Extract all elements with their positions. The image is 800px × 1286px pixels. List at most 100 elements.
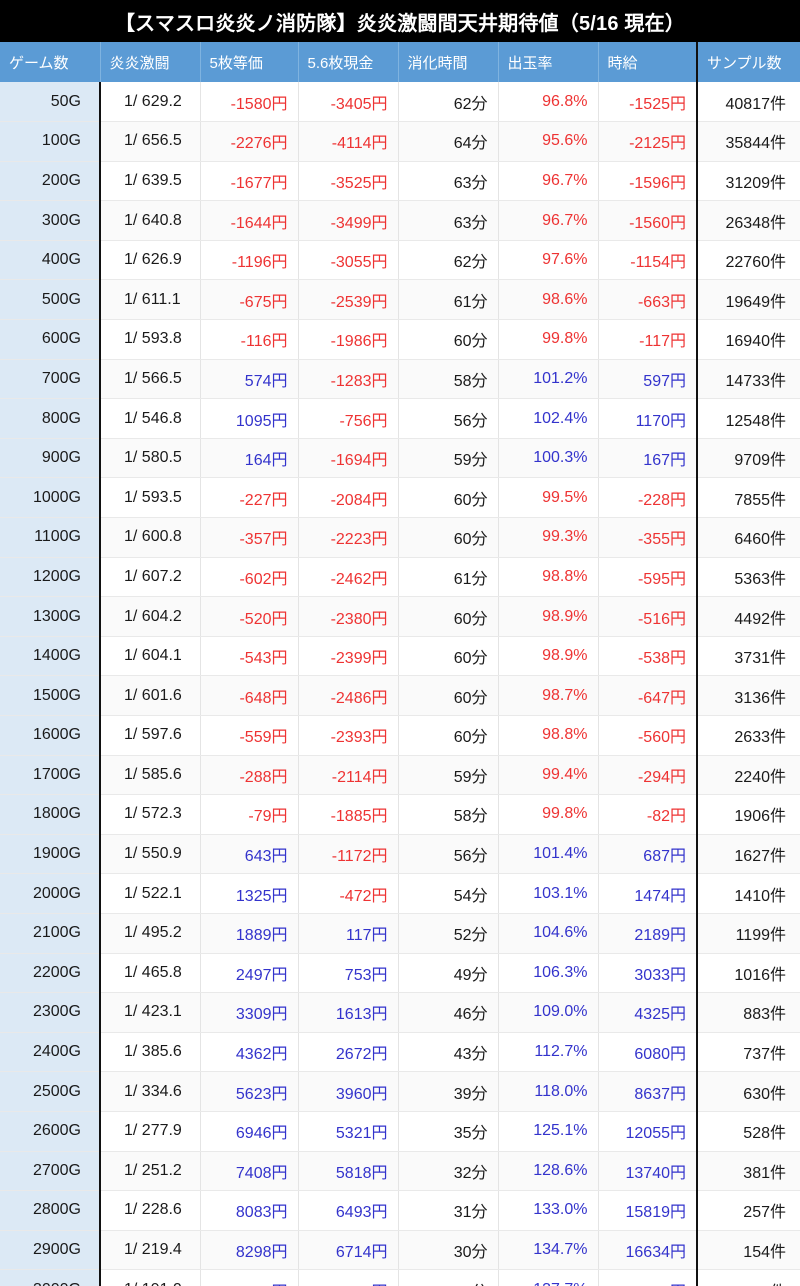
- cell-play-time: 61分: [398, 279, 499, 321]
- cell-sample-count: 14733件: [697, 359, 800, 400]
- table-row: 1900G 1/ 550.9 643円 -1172円 56分 101.4% 687円 1627…: [0, 834, 800, 875]
- cell-hourly-wage: 18089円: [598, 1269, 698, 1286]
- table-row: 500G 1/ 611.1 -675円 -2539円 61分 98.6% -663円 1964…: [0, 279, 800, 321]
- cell-game-count: 2000G: [0, 873, 101, 914]
- cell-five-six-cash: -1172円: [298, 834, 399, 875]
- cell-battle-rate: 1/ 385.6: [100, 1032, 201, 1073]
- cell-play-time: 58分: [398, 359, 499, 400]
- cell-battle-rate: 1/ 604.1: [100, 636, 201, 677]
- cell-game-count: 2700G: [0, 1151, 101, 1192]
- cell-game-count: 2500G: [0, 1071, 101, 1112]
- cell-play-time: 54分: [398, 873, 499, 914]
- cell-game-count: 100G: [0, 121, 101, 162]
- cell-payout-rate: 134.7%: [498, 1230, 599, 1271]
- cell-five-coin-equal: 164円: [200, 438, 299, 479]
- cell-five-six-cash: -2223円: [298, 517, 399, 558]
- cell-five-coin-equal: -1196円: [200, 240, 299, 281]
- column-header-time[interactable]: 消化時間: [398, 42, 499, 82]
- cell-five-six-cash: -4114円: [298, 121, 399, 162]
- table-row: 2300G 1/ 423.1 3309円 1613円 46分 109.0% 4325円 883…: [0, 992, 800, 1033]
- cell-sample-count: 2240件: [697, 755, 800, 796]
- cell-battle-rate: 1/ 607.2: [100, 557, 201, 598]
- column-header-sample[interactable]: サンプル数: [696, 42, 800, 82]
- table-body: 50G 1/ 629.2 -1580円 -3405円 62分 96.8% -1525円 408…: [0, 82, 800, 1286]
- table-row: 400G 1/ 626.9 -1196円 -3055円 62分 97.6% -1154円 22…: [0, 240, 800, 281]
- column-header-five[interactable]: 5枚等価: [200, 42, 299, 82]
- column-header-wage[interactable]: 時給: [598, 42, 698, 82]
- table-row: 1400G 1/ 604.1 -543円 -2399円 60分 98.9% -538円 373…: [0, 636, 800, 677]
- cell-play-time: 39分: [398, 1071, 499, 1112]
- cell-hourly-wage: -595円: [598, 557, 698, 598]
- cell-game-count: 600G: [0, 319, 101, 360]
- cell-payout-rate: 99.5%: [498, 477, 599, 519]
- cell-five-six-cash: 1613円: [298, 992, 399, 1033]
- cell-hourly-wage: -647円: [598, 675, 698, 716]
- cell-battle-rate: 1/ 566.5: [100, 359, 201, 400]
- cell-battle-rate: 1/ 656.5: [100, 121, 201, 162]
- table-row: 200G 1/ 639.5 -1677円 -3525円 63分 96.7% -1596円 31…: [0, 161, 800, 202]
- cell-battle-rate: 1/ 640.8: [100, 200, 201, 241]
- cell-game-count: 1600G: [0, 715, 101, 756]
- cell-five-six-cash: -2399円: [298, 636, 399, 677]
- table-row: 1100G 1/ 600.8 -357円 -2223円 60分 99.3% -355円 646…: [0, 517, 800, 558]
- cell-game-count: 400G: [0, 240, 101, 281]
- cell-game-count: 1500G: [0, 675, 101, 716]
- cell-play-time: 63分: [398, 161, 499, 202]
- cell-sample-count: 12548件: [697, 398, 800, 439]
- cell-five-coin-equal: 1095円: [200, 398, 299, 439]
- cell-sample-count: 16940件: [697, 319, 800, 360]
- column-header-cash[interactable]: 5.6枚現金: [298, 42, 399, 82]
- cell-battle-rate: 1/ 546.8: [100, 398, 201, 439]
- cell-hourly-wage: 2189円: [598, 913, 698, 954]
- cell-five-six-cash: -2539円: [298, 279, 399, 321]
- cell-sample-count: 737件: [697, 1032, 800, 1073]
- table-row: 800G 1/ 546.8 1095円 -756円 56分 102.4% 1170円 1254…: [0, 398, 800, 439]
- column-header-payout[interactable]: 出玉率: [498, 42, 599, 82]
- cell-five-six-cash: 6714円: [298, 1230, 399, 1271]
- cell-five-coin-equal: -357円: [200, 517, 299, 558]
- cell-play-time: 60分: [398, 319, 499, 360]
- cell-play-time: 59分: [398, 755, 499, 796]
- cell-five-six-cash: 753円: [298, 953, 399, 994]
- column-header-rate[interactable]: 炎炎激闘: [100, 42, 201, 82]
- cell-game-count: 1400G: [0, 636, 101, 677]
- cell-payout-rate: 137.7%: [498, 1269, 599, 1286]
- cell-game-count: 50G: [0, 82, 101, 123]
- table-row: 900G 1/ 580.5 164円 -1694円 59分 100.3% 167円 9709件: [0, 438, 800, 479]
- cell-payout-rate: 98.8%: [498, 715, 599, 756]
- cell-sample-count: 528件: [697, 1111, 800, 1152]
- cell-five-coin-equal: -116円: [200, 319, 299, 360]
- cell-sample-count: 1410件: [697, 873, 800, 914]
- cell-hourly-wage: -1560円: [598, 200, 698, 241]
- cell-battle-rate: 1/ 572.3: [100, 794, 201, 835]
- cell-five-coin-equal: -520円: [200, 596, 299, 637]
- table-row: 2700G 1/ 251.2 7408円 5818円 32分 128.6% 13740円 38…: [0, 1151, 800, 1192]
- cell-battle-rate: 1/ 593.5: [100, 477, 201, 519]
- cell-five-coin-equal: -1677円: [200, 161, 299, 202]
- table-row: 2600G 1/ 277.9 6946円 5321円 35分 125.1% 12055円 52…: [0, 1111, 800, 1152]
- cell-five-six-cash: -1986円: [298, 319, 399, 360]
- cell-hourly-wage: 13740円: [598, 1151, 698, 1192]
- cell-five-coin-equal: 3309円: [200, 992, 299, 1033]
- cell-play-time: 63分: [398, 200, 499, 241]
- cell-hourly-wage: -516円: [598, 596, 698, 637]
- cell-play-time: 30分: [398, 1230, 499, 1271]
- cell-sample-count: 6460件: [697, 517, 800, 558]
- cell-play-time: 61分: [398, 557, 499, 598]
- cell-play-time: 56分: [398, 398, 499, 439]
- cell-five-six-cash: -3525円: [298, 161, 399, 202]
- cell-hourly-wage: -1525円: [598, 82, 698, 123]
- cell-five-coin-equal: -79円: [200, 794, 299, 835]
- cell-payout-rate: 99.8%: [498, 319, 599, 360]
- cell-hourly-wage: 8637円: [598, 1071, 698, 1112]
- column-header-game[interactable]: ゲーム数: [0, 42, 101, 82]
- table-row: 1500G 1/ 601.6 -648円 -2486円 60分 98.7% -647円 313…: [0, 675, 800, 716]
- table-row: 2900G 1/ 219.4 8298円 6714円 30分 134.7% 16634円 15…: [0, 1230, 800, 1271]
- table-row: 300G 1/ 640.8 -1644円 -3499円 63分 96.7% -1560円 26…: [0, 200, 800, 241]
- page-title-bar: 【スマスロ炎炎ノ消防隊】炎炎激闘間天井期待値（5/16 現在）: [0, 0, 800, 42]
- cell-hourly-wage: 4325円: [598, 992, 698, 1033]
- cell-hourly-wage: -663円: [598, 279, 698, 321]
- cell-hourly-wage: 12055円: [598, 1111, 698, 1152]
- cell-hourly-wage: -294円: [598, 755, 698, 796]
- cell-sample-count: 2633件: [697, 715, 800, 756]
